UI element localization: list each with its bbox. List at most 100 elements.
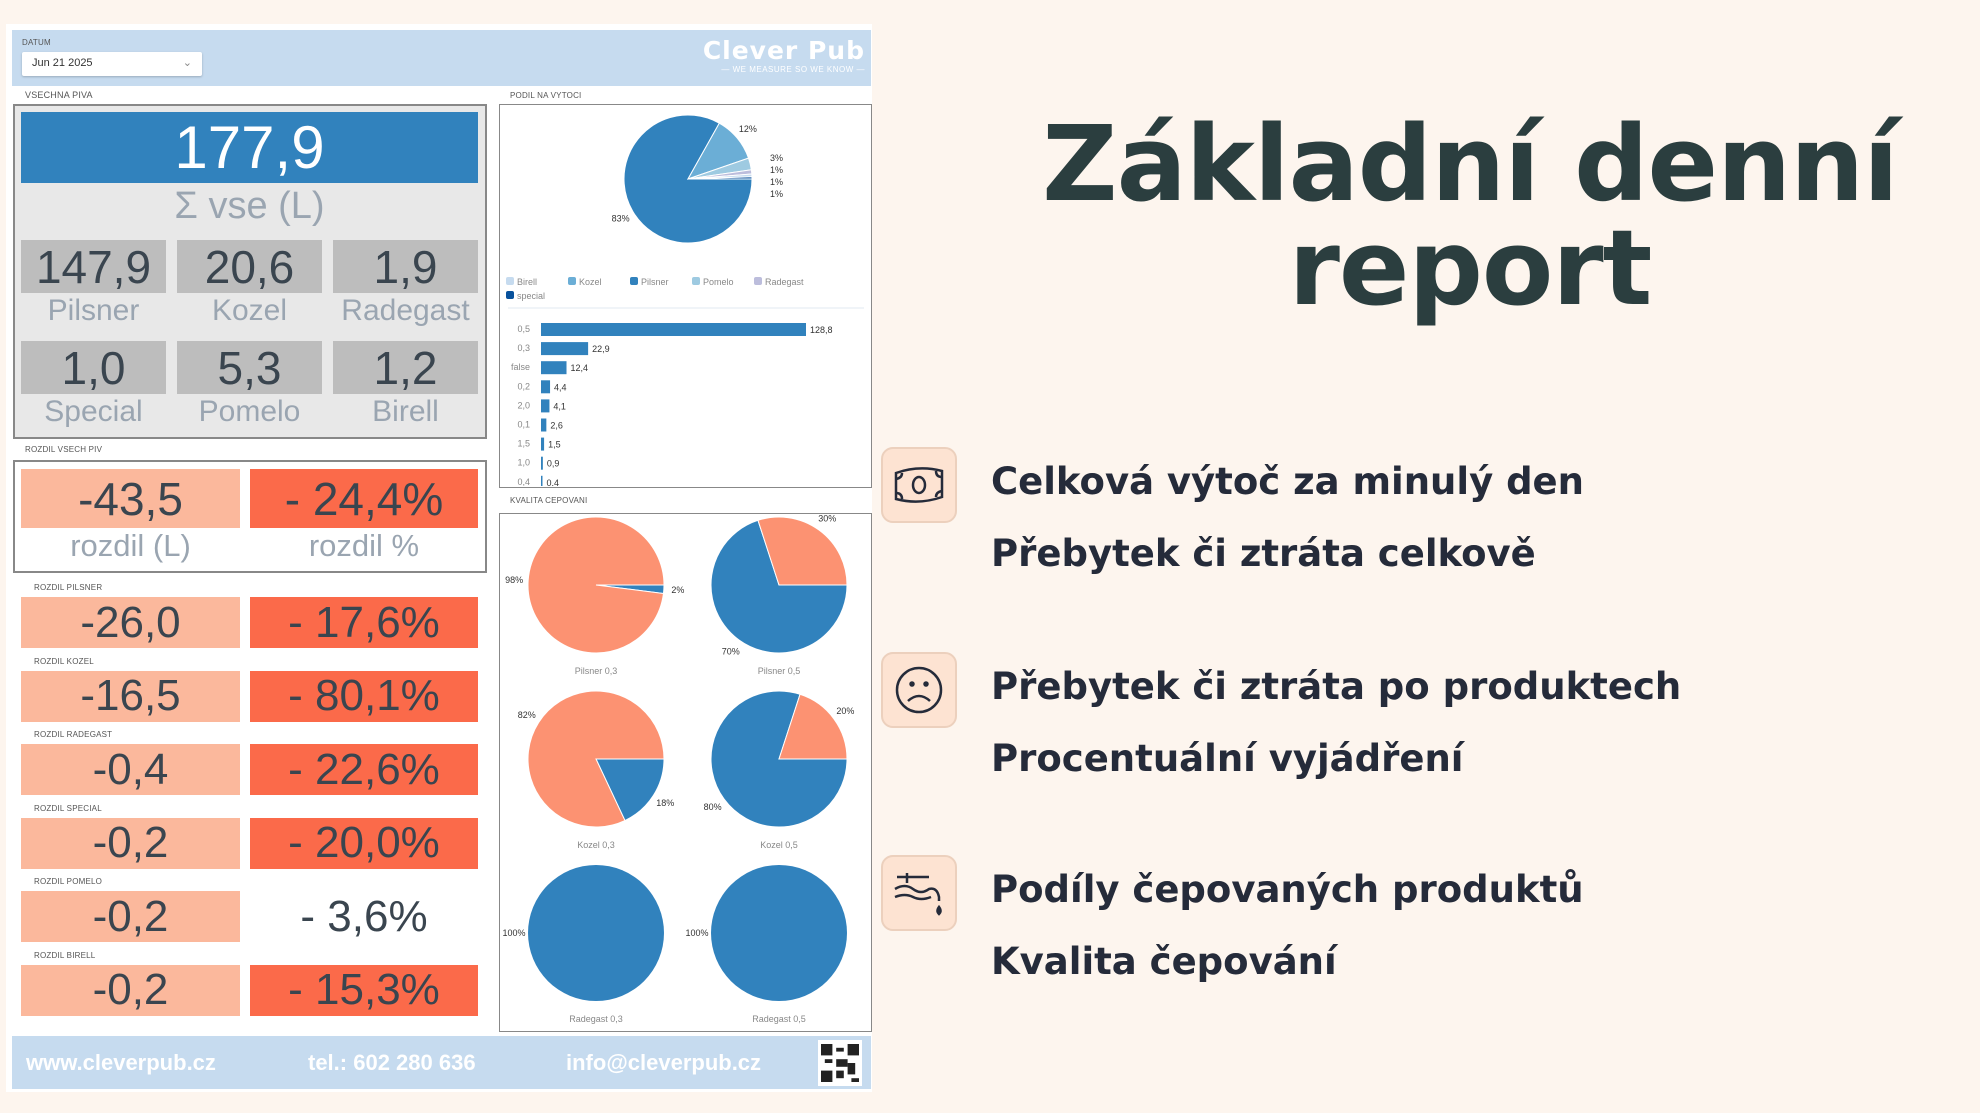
diff-liters-label: rozdil (L) [70, 528, 191, 563]
quality-pie-title: Kozel 0,3 [577, 840, 615, 850]
beer-volume-birell: 1,2 [333, 341, 478, 394]
quality-pie-slice-label: 100% [502, 928, 525, 938]
diff-product-percent: - 17,6% [250, 597, 478, 648]
beer-name: Special [44, 395, 143, 428]
bar-value-label: 22,9 [592, 344, 610, 354]
bar [541, 418, 547, 432]
beer-volume-special: 1,0 [21, 341, 166, 394]
diff-product-liters: -0,2 [21, 964, 240, 1016]
total-label: Σ vse (L) [174, 185, 325, 227]
diff-all-label: ROZDIL VSECH PIV [25, 445, 103, 454]
share-pie-slice [687, 176, 753, 180]
legend-swatch [506, 291, 514, 299]
dashboard-footer: www.cleverpub.cz tel.: 602 280 636 info@… [12, 1036, 871, 1089]
bar [541, 456, 543, 470]
chevron-down-icon: ⌄ [182, 57, 192, 69]
legend-label-special: special [517, 291, 545, 301]
bar-category-label: 0,1 [517, 420, 530, 430]
quality-pie-slice-label: 18% [656, 798, 674, 808]
diff-percent-label: rozdil % [308, 528, 420, 563]
quality-pie-slice [710, 690, 848, 828]
share-pie-slice [623, 114, 753, 244]
diff-product-liters: -0,2 [21, 891, 240, 942]
quality-pie-slice [778, 693, 848, 760]
bar-category-label: 0,3 [517, 343, 530, 353]
diff-product-percent: - 20,0% [250, 817, 478, 869]
share-pie-slice-label: 83% [612, 213, 630, 223]
beer-tap-icon [881, 855, 957, 931]
legend-label-birell: Birell [517, 277, 537, 287]
quality-pie-slice-label: 82% [518, 710, 536, 720]
quality-chart-title: KVALITA CEPOVANI [510, 496, 588, 505]
bar-category-label: 1,0 [517, 458, 530, 468]
quality-pie-slice [757, 516, 848, 586]
legend-swatch [630, 277, 638, 285]
bar-value-label: 12,4 [571, 363, 589, 373]
clever-pub-logo: Clever Pub — WE MEASURE SO WE KNOW — [702, 36, 865, 74]
quality-pie-title: Radegast 0,3 [569, 1014, 623, 1024]
share-pie-slice-label: 1% [770, 177, 783, 187]
bar [541, 437, 545, 451]
quality-pie-slice-label: 80% [704, 802, 722, 812]
diff-product-label: ROZDIL PILSNER [34, 583, 103, 592]
footer-phone: tel.: 602 280 636 [308, 1050, 476, 1075]
date-label: DATUM [22, 38, 51, 47]
legend-label-kozel: Kozel [579, 277, 602, 287]
date-dropdown[interactable]: Jun 21 2025 ⌄ [22, 52, 202, 76]
beer-volume-kozel: 20,6 [177, 240, 322, 293]
beer-name: Pilsner [47, 294, 140, 327]
beer-name: Pomelo [198, 395, 301, 428]
quality-pie-slice [710, 519, 848, 654]
diff-product-liters: -0,4 [21, 744, 240, 795]
quality-pie-slice-label: 70% [722, 646, 740, 656]
legend-label-radegast: Radegast [765, 277, 804, 287]
bullet-text: Kvalita čepování [991, 940, 1337, 983]
diff-product-liters: -26,0 [21, 597, 240, 648]
diff-product-percent: - 22,6% [250, 744, 478, 795]
quality-pie-slice-label: 100% [685, 928, 708, 938]
money-bill-icon [881, 447, 957, 523]
bar-category-label: 0,4 [517, 477, 530, 486]
diff-all-percent: - 24,4% [250, 469, 478, 528]
bar-category-label: 0,5 [517, 324, 530, 334]
bar-category-label: 2,0 [517, 400, 530, 410]
legend-label-pomelo: Pomelo [703, 277, 734, 287]
diff-product-liters: -16,5 [21, 670, 240, 722]
share-pie-slice-label: 12% [739, 124, 757, 134]
share-pie-slice-label: 3% [770, 153, 783, 163]
quality-card [499, 513, 872, 1032]
quality-pie-slice [527, 690, 665, 828]
footer-website[interactable]: www.cleverpub.cz [26, 1050, 216, 1075]
bar-category-label: false [511, 362, 530, 372]
quality-pie-title: Pilsner 0,5 [758, 666, 801, 676]
beer-name: Radegast [341, 294, 470, 327]
quality-pie-slice-label: 20% [836, 706, 854, 716]
sad-face-icon [881, 652, 957, 728]
share-pie-slice-label: 1% [770, 189, 783, 199]
share-chart: 83% 12% 3% 1% 1% 1% Birell Kozel Pilsner Pomelo Ra… [506, 114, 864, 486]
bullet-text: Přebytek či ztráta po produktech [991, 665, 1682, 708]
bullet-text: Přebytek či ztráta celkově [991, 532, 1536, 575]
diff-product-label: ROZDIL POMELO [34, 877, 103, 886]
bullet-text: Procentuální vyjádření [991, 737, 1464, 780]
diff-product-percent: - 15,3% [250, 964, 478, 1016]
bar-value-label: 2,6 [550, 421, 563, 431]
bar-value-label: 1,5 [548, 440, 561, 450]
date-value: Jun 21 2025 [32, 57, 93, 69]
bar-value-label: 0,4 [547, 478, 560, 486]
bar-value-label: 4,1 [553, 401, 566, 411]
bar [541, 380, 551, 394]
diff-product-label: ROZDIL SPECIAL [34, 803, 102, 813]
bar-value-label: 128,8 [810, 325, 833, 335]
diff-product-percent: - 80,1% [250, 670, 478, 722]
diff-product-percent: - 3,6% [300, 891, 428, 941]
bar [541, 399, 550, 413]
quality-pie-slice-label: 2% [671, 585, 684, 595]
quality-pie-title: Kozel 0,5 [760, 840, 798, 850]
diff-product-label: ROZDIL RADEGAST [34, 730, 113, 739]
quality-charts: 2% 98% Pilsner 0,3 70% 30% Pilsner 0,5 18% 82% K… [502, 514, 854, 1024]
beer-name: Kozel [211, 294, 288, 327]
diff-all-liters: -43,5 [21, 469, 240, 528]
quality-pie-slice [528, 865, 664, 1001]
footer-email[interactable]: info@cleverpub.cz [566, 1050, 762, 1075]
